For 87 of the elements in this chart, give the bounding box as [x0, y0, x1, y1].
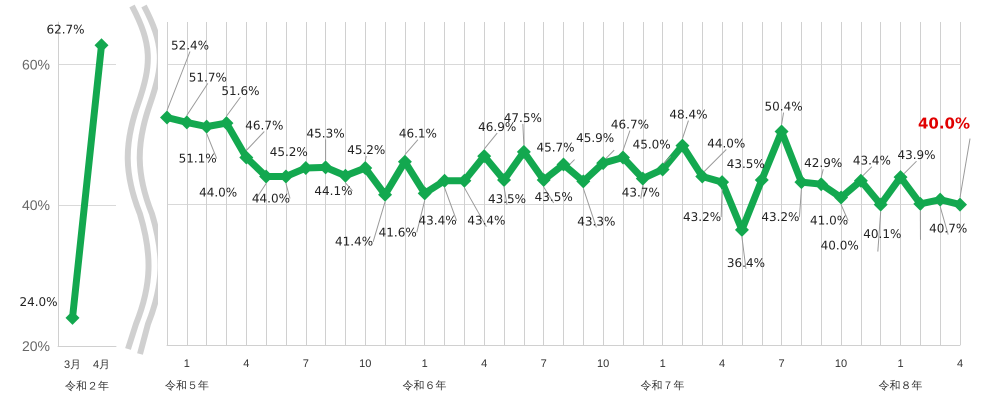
x-tick-label: 3月 — [64, 359, 82, 372]
data-label: 40.7% — [929, 222, 968, 236]
point — [418, 186, 432, 200]
data-label: 51.6% — [221, 84, 260, 98]
data-label: 40.0% — [918, 114, 970, 133]
data-label: 42.9% — [804, 156, 842, 170]
point — [477, 149, 492, 164]
data-label: 44.0% — [252, 191, 290, 206]
x-tick-label: 4 — [481, 358, 488, 370]
point — [497, 172, 512, 187]
point — [576, 174, 590, 188]
data-label: 44.1% — [314, 184, 352, 198]
data-label: 43.7% — [622, 186, 660, 200]
point — [953, 198, 967, 212]
data-label: 43.2% — [761, 210, 800, 224]
data-label: 24.0% — [19, 294, 58, 309]
x-tick-label: 7 — [540, 358, 547, 370]
point — [695, 169, 710, 184]
y-tick-label: 40% — [22, 197, 50, 214]
point — [636, 172, 650, 186]
point — [913, 196, 928, 211]
point — [894, 170, 908, 184]
data-label: 45.2% — [270, 145, 308, 160]
point — [854, 174, 868, 188]
data-label: 45.2% — [347, 143, 386, 158]
data-label: 44.0% — [199, 185, 238, 200]
point — [378, 188, 392, 202]
x-tick-label: 7 — [778, 358, 785, 370]
data-label: 45.9% — [576, 131, 614, 146]
x-tick-label: 4 — [956, 358, 964, 370]
data-label: 46.1% — [398, 126, 437, 141]
data-label: 45.3% — [306, 126, 345, 140]
data-label: 43.3% — [577, 214, 616, 228]
x-tick-label: 10 — [834, 358, 848, 370]
data-label: 43.4% — [852, 154, 891, 168]
data-label: 51.1% — [178, 152, 217, 166]
data-label: 40.1% — [863, 226, 902, 241]
data-label: 43.9% — [897, 148, 936, 162]
x-axis-title: 令和２年 — [65, 380, 109, 392]
data-label: 52.4% — [170, 38, 210, 52]
data-label: 44.0% — [707, 136, 746, 150]
data-label: 41.0% — [810, 214, 848, 228]
x-tick-label: 4 — [243, 358, 250, 370]
x-tick-label: 10 — [597, 358, 610, 370]
data-label: 46.7% — [245, 118, 284, 133]
data-label: 45.7% — [536, 140, 575, 155]
data-label: 50.4% — [764, 100, 803, 114]
data-label: 45.0% — [632, 137, 671, 152]
x-tick-label: 4月 — [92, 359, 110, 372]
point — [754, 172, 769, 187]
x-tick-label: 10 — [359, 358, 372, 370]
data-label: 46.7% — [610, 118, 650, 132]
data-label: 51.7% — [188, 70, 227, 84]
y-tick-label: 20% — [22, 338, 50, 354]
point — [715, 175, 730, 190]
point — [358, 161, 372, 176]
point — [675, 138, 690, 153]
data-label: 62.7% — [46, 22, 85, 36]
data-label: 36.4% — [726, 256, 765, 270]
data-label: 43.5% — [534, 190, 573, 204]
x-tick-label: 1 令和７年 — [640, 358, 685, 392]
data-label: 43.5% — [488, 192, 526, 206]
data-label: 43.4% — [418, 214, 457, 228]
point — [596, 156, 610, 170]
point — [338, 168, 352, 183]
data-label: 43.2% — [683, 210, 722, 224]
x-tick-label: 1 令和６年 — [402, 358, 447, 392]
y-tick-label: 60% — [22, 56, 50, 72]
point — [834, 190, 848, 205]
point — [239, 150, 254, 165]
data-label: 41.6% — [378, 225, 417, 240]
data-label: 40.0% — [820, 238, 859, 253]
point — [556, 158, 570, 172]
data-label: 43.4% — [467, 214, 506, 228]
point — [874, 198, 888, 212]
x-tick-label: 1 令和８年 — [878, 358, 923, 392]
x-tick-label: 7 — [302, 358, 309, 370]
data-label: 43.5% — [726, 156, 765, 171]
point — [656, 162, 670, 176]
point — [160, 110, 174, 124]
point — [398, 154, 412, 169]
data-label: 48.4% — [669, 108, 708, 122]
data-label: 41.4% — [335, 234, 374, 249]
point — [536, 172, 551, 187]
x-tick-label: 1 令和５年 — [164, 358, 209, 392]
point — [516, 144, 531, 159]
x-tick-label: 4 — [719, 358, 726, 370]
